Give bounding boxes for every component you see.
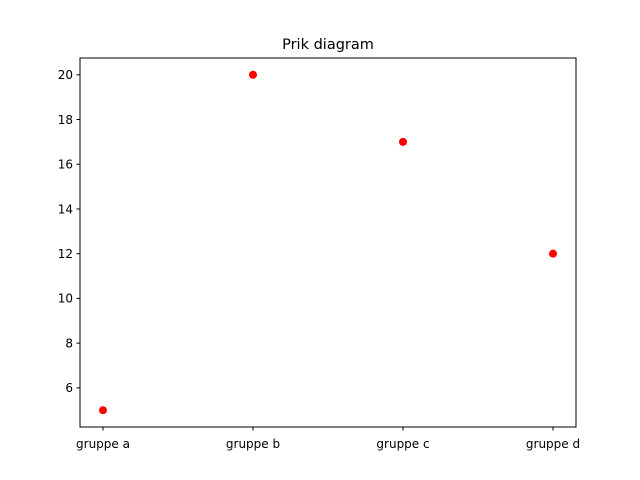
data-point	[249, 70, 257, 79]
data-point	[99, 406, 107, 415]
y-tick-label: 14	[58, 202, 73, 216]
y-tick-label: 18	[58, 113, 73, 127]
x-tick-label: gruppe a	[76, 437, 130, 451]
y-tick-label: 16	[58, 158, 73, 172]
y-tick-label: 6	[65, 381, 73, 395]
y-tick-label: 10	[58, 292, 73, 306]
data-point	[399, 137, 407, 146]
y-tick-label: 8	[65, 336, 73, 350]
plot-area-frame	[79, 57, 577, 428]
x-tick-label: gruppe d	[526, 437, 580, 451]
x-tick-label: gruppe c	[376, 437, 429, 451]
chart-title: Prik diagram	[282, 37, 374, 53]
data-points	[99, 70, 557, 415]
x-tick-label: gruppe b	[226, 437, 280, 451]
y-tick-label: 20	[58, 68, 73, 82]
y-axis: 6 8 10 12 14 16 18 20	[58, 68, 80, 395]
x-axis: gruppe a gruppe b gruppe c gruppe d	[76, 427, 580, 451]
y-tick-label: 12	[58, 247, 73, 261]
data-point	[549, 249, 557, 258]
